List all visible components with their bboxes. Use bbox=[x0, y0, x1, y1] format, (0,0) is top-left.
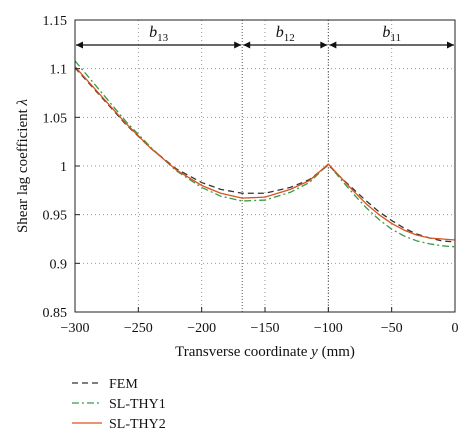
y-tick-label: 0.95 bbox=[43, 209, 68, 224]
x-tick-label: −200 bbox=[187, 321, 216, 336]
legend: FEM SL-THY1 SL-THY2 bbox=[72, 377, 166, 432]
region-label: b12 bbox=[276, 24, 295, 44]
arrow-right-icon bbox=[320, 41, 328, 49]
y-axis-ticks: 0.85 0.9 0.95 1 1.05 1.1 1.15 bbox=[43, 14, 80, 321]
x-tick-label: −250 bbox=[124, 321, 153, 336]
y-tick-label: 1.15 bbox=[43, 14, 68, 29]
region-label: b13 bbox=[149, 24, 169, 44]
legend-label: SL-THY1 bbox=[109, 397, 166, 412]
arrow-left-icon bbox=[329, 41, 337, 49]
y-tick-label: 1.1 bbox=[50, 63, 68, 78]
arrow-left-icon bbox=[243, 41, 251, 49]
series-line-sl-thy2 bbox=[74, 66, 456, 241]
x-tick-label: −300 bbox=[61, 321, 90, 336]
arrow-right-icon bbox=[447, 41, 454, 49]
x-axis-label: Transverse coordinate y (mm) bbox=[175, 344, 355, 360]
arrow-right-icon bbox=[234, 41, 242, 49]
y-tick-label: 1 bbox=[60, 160, 67, 175]
y-tick-label: 0.9 bbox=[50, 257, 68, 272]
x-tick-label: 0 bbox=[452, 321, 459, 336]
x-tick-label: −100 bbox=[314, 321, 343, 336]
x-tick-label: −50 bbox=[381, 321, 403, 336]
series-line-fem bbox=[74, 67, 456, 243]
region-annotations: b13 b12 b11 bbox=[76, 20, 454, 312]
y-tick-label: 1.05 bbox=[43, 111, 68, 126]
legend-label: SL-THY2 bbox=[109, 417, 166, 432]
series-line-sl-thy1 bbox=[74, 60, 456, 248]
y-axis-label: Shear lag coefficient λ bbox=[15, 98, 31, 233]
legend-label: FEM bbox=[109, 377, 138, 392]
data-series bbox=[74, 60, 456, 248]
x-axis-ticks: −300 −250 −200 −150 −100 −50 0 bbox=[61, 307, 459, 336]
grid-lines bbox=[75, 20, 455, 312]
region-label: b11 bbox=[382, 24, 401, 44]
x-tick-label: −150 bbox=[251, 321, 280, 336]
y-tick-label: 0.85 bbox=[43, 306, 68, 321]
arrow-left-icon bbox=[76, 41, 83, 49]
